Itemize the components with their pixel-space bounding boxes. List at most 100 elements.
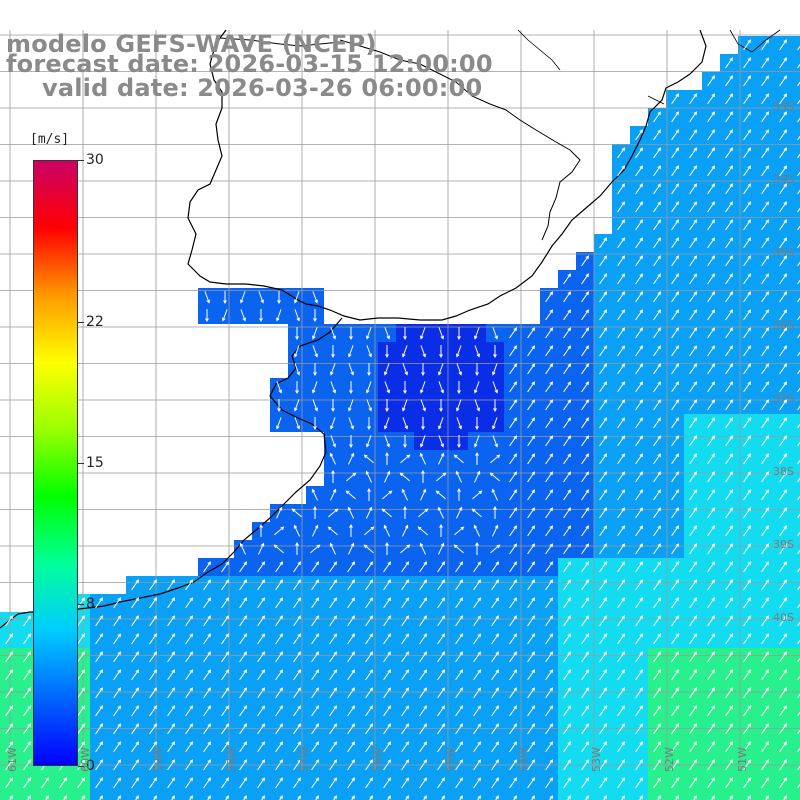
wind-arrow xyxy=(5,705,14,717)
wind-arrow xyxy=(743,201,752,213)
wind-arrow xyxy=(258,291,264,304)
colorbar-tick-mark xyxy=(78,463,84,464)
wind-arrow xyxy=(405,795,410,800)
wind-arrow xyxy=(276,309,282,322)
wind-arrow xyxy=(653,309,662,321)
wind-arrow xyxy=(275,669,284,681)
wind-arrow xyxy=(95,741,104,753)
wind-arrow xyxy=(603,795,608,800)
wind-cell xyxy=(792,378,800,396)
wind-arrow xyxy=(167,669,176,681)
wind-arrow xyxy=(273,544,284,554)
wind-arrow xyxy=(509,669,518,681)
wind-arrow xyxy=(743,651,752,663)
wind-arrow xyxy=(383,759,392,771)
wind-arrow xyxy=(203,705,212,717)
wind-arrow xyxy=(689,273,698,285)
wind-arrow xyxy=(383,669,392,681)
wind-arrow xyxy=(653,345,662,357)
wind-arrow xyxy=(491,488,498,501)
longitude-label: 60W xyxy=(79,747,92,772)
wind-arrow xyxy=(311,705,320,717)
wind-arrow xyxy=(635,129,644,141)
wind-arrow xyxy=(419,669,428,681)
wind-arrow xyxy=(59,777,68,789)
wind-arrow xyxy=(707,435,716,447)
wind-arrow xyxy=(671,723,680,735)
wind-arrow xyxy=(743,597,752,609)
wind-arrow xyxy=(761,723,770,735)
wind-arrow xyxy=(635,579,644,591)
wind-cell xyxy=(792,216,800,234)
wind-arrow xyxy=(797,729,800,735)
wind-arrow xyxy=(27,795,32,800)
wind-arrow xyxy=(725,633,734,645)
wind-cell xyxy=(180,792,198,800)
wind-arrow xyxy=(761,741,770,753)
wind-arrow xyxy=(348,363,354,376)
wind-cell xyxy=(414,792,432,800)
wind-arrow xyxy=(113,615,122,627)
wind-arrow xyxy=(221,705,230,717)
wind-arrow xyxy=(743,705,752,717)
wind-arrow xyxy=(545,741,554,753)
wind-arrow xyxy=(797,765,800,771)
wind-cell xyxy=(594,792,612,800)
wind-arrow xyxy=(653,471,662,483)
wind-arrow xyxy=(635,381,644,393)
wind-arrow xyxy=(366,345,372,358)
wind-arrow xyxy=(545,435,554,447)
wind-arrow xyxy=(457,381,461,395)
wind-arrow xyxy=(797,531,800,537)
wind-arrow xyxy=(617,183,626,195)
wind-arrow xyxy=(797,99,800,105)
wind-arrow xyxy=(311,615,320,627)
wind-arrow xyxy=(797,81,800,87)
wind-arrow xyxy=(743,453,752,465)
wind-arrow xyxy=(635,201,644,213)
wind-arrow xyxy=(95,633,104,645)
wind-arrow xyxy=(347,777,356,789)
wind-arrow xyxy=(725,489,734,501)
wind-arrow xyxy=(761,57,770,69)
wind-arrow xyxy=(653,183,662,195)
wind-arrow xyxy=(329,633,338,645)
wind-arrow xyxy=(329,723,338,735)
wind-arrow xyxy=(257,705,266,717)
wind-arrow xyxy=(671,507,680,519)
wind-arrow xyxy=(653,291,662,303)
wind-arrow xyxy=(689,381,698,393)
wind-arrow xyxy=(294,399,300,412)
wind-arrow xyxy=(401,705,410,717)
wind-arrow xyxy=(295,541,299,555)
wind-arrow xyxy=(707,147,716,159)
wind-arrow xyxy=(689,651,698,663)
wind-arrow xyxy=(77,723,86,735)
wind-arrow xyxy=(599,687,608,699)
wind-arrow xyxy=(203,597,212,609)
wind-arrow xyxy=(581,273,590,285)
wind-arrow xyxy=(382,490,393,500)
wind-arrow xyxy=(743,669,752,681)
wind-arrow xyxy=(419,741,428,753)
wind-cell xyxy=(90,792,108,800)
wind-arrow xyxy=(635,255,644,267)
wind-arrow xyxy=(725,309,734,321)
wind-arrow xyxy=(725,471,734,483)
wind-arrow xyxy=(311,561,320,573)
wind-arrow xyxy=(689,111,698,123)
wind-cell xyxy=(306,792,324,800)
wind-arrow xyxy=(95,687,104,699)
wind-arrow xyxy=(437,506,444,519)
wind-arrow xyxy=(225,795,230,800)
wind-arrow xyxy=(581,345,590,357)
wind-arrow xyxy=(293,597,302,609)
wind-cell xyxy=(18,792,36,800)
wind-arrow xyxy=(185,687,194,699)
wind-cell xyxy=(522,792,540,800)
wind-arrow xyxy=(135,795,140,800)
wind-arrow xyxy=(617,363,626,375)
wind-arrow xyxy=(599,597,608,609)
wind-arrow xyxy=(707,561,716,573)
wind-arrow xyxy=(743,273,752,285)
